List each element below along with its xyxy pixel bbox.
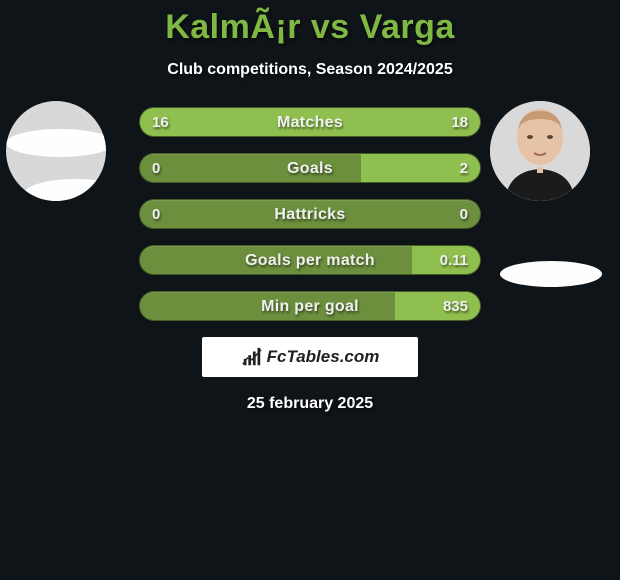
stat-label: Hattricks xyxy=(140,200,480,228)
person-icon xyxy=(490,101,590,201)
stat-row: Goals per match0.11 xyxy=(139,245,481,275)
page-title: KalmÃ¡r vs Varga xyxy=(0,0,620,47)
stat-row: Matches16 18 xyxy=(139,107,481,137)
stat-row: Goals0 2 xyxy=(139,153,481,183)
stat-label: Goals xyxy=(140,154,480,182)
stat-value-left: 0 xyxy=(152,154,160,182)
stat-label: Min per goal xyxy=(140,292,480,320)
stat-label: Matches xyxy=(140,108,480,136)
branding-text: FcTables.com xyxy=(267,347,380,367)
club-badge-right xyxy=(500,261,602,287)
branding[interactable]: FcTables.com xyxy=(202,337,418,377)
stat-value-right: 2 xyxy=(460,154,468,182)
stat-value-right: 0 xyxy=(460,200,468,228)
bar-chart-icon xyxy=(241,346,263,368)
stat-value-right: 835 xyxy=(443,292,468,320)
stat-row: Min per goal835 xyxy=(139,291,481,321)
stats-area: Matches1618Goals02Hattricks00Goals per m… xyxy=(0,107,620,321)
date-line: 25 february 2025 xyxy=(0,395,620,413)
stat-value-left: 0 xyxy=(152,200,160,228)
stat-value-right: 18 xyxy=(451,108,468,136)
stat-label: Goals per match xyxy=(140,246,480,274)
stat-value-left: 16 xyxy=(152,108,169,136)
avatar-right xyxy=(490,101,590,201)
subtitle: Club competitions, Season 2024/2025 xyxy=(0,61,620,79)
avatar-left xyxy=(6,101,106,201)
stat-row: Hattricks0 0 xyxy=(139,199,481,229)
stat-value-right: 0.11 xyxy=(440,246,468,274)
